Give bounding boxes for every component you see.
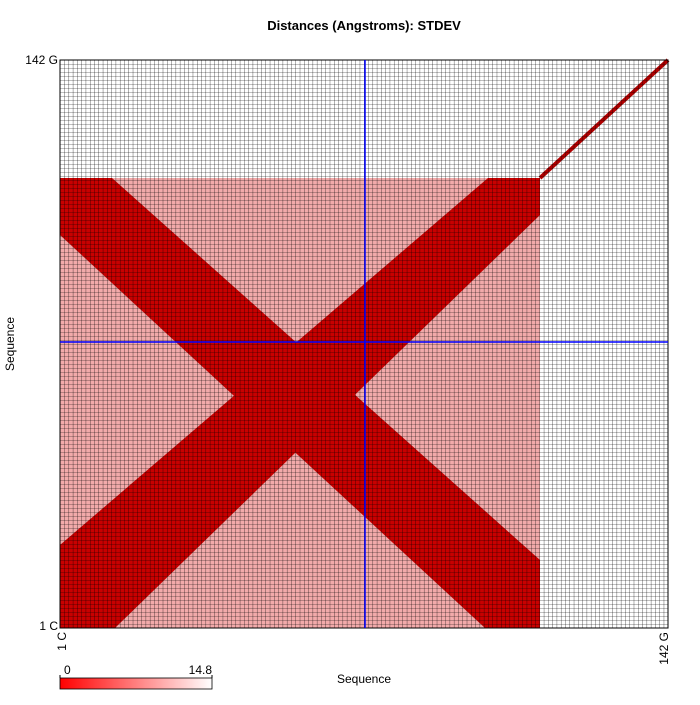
y-tick-label: 1 C <box>39 619 58 633</box>
x-axis-label: Sequence <box>337 672 391 686</box>
chart-title: Distances (Angstroms): STDEV <box>267 18 461 33</box>
colorbar-ticks: 0 14.8 <box>59 663 213 678</box>
x-tick-label: 142 G <box>657 632 671 665</box>
colorbar-label: 0 <box>64 663 71 677</box>
y-axis-label: Sequence <box>3 317 17 371</box>
colorbar-label: 14.8 <box>189 663 213 677</box>
grid <box>59 59 669 629</box>
x-tick-label: 1 C <box>55 632 69 651</box>
colorbar <box>59 677 213 690</box>
heatmap <box>59 58 670 629</box>
y-tick-label: 142 G <box>25 53 58 67</box>
